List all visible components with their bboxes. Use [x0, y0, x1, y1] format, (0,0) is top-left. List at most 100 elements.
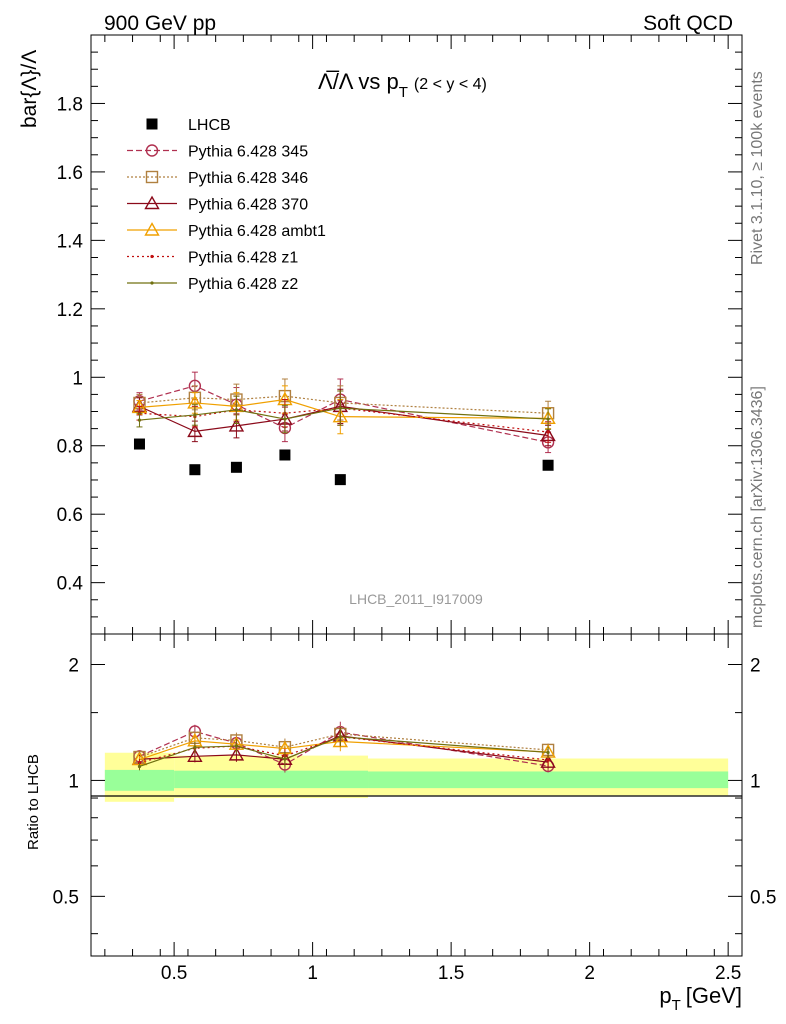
- ratio-line: [139, 736, 549, 768]
- legend-label: Pythia 6.428 346: [188, 170, 308, 187]
- x-tick-label: 0.5: [161, 963, 187, 984]
- series-point: [334, 474, 346, 486]
- x-tick-label: 1: [307, 963, 318, 984]
- ratio-series-6: [137, 727, 550, 771]
- x-axis-label-main: p: [659, 983, 671, 1008]
- series-point: [546, 417, 550, 421]
- main-ticks: 0.4 0.6 0.8 1 1.2 1.4 1.6 1.8: [57, 35, 742, 634]
- ratio-ticks: 0.5 1 1.5 2 2.5 0.5 0.5 1 1 2 2: [53, 634, 776, 984]
- series-line: [139, 398, 549, 419]
- series-line: [139, 405, 549, 437]
- x-tick-label: 2.5: [715, 963, 741, 984]
- legend-label: Pythia 6.428 z2: [188, 276, 298, 293]
- legend: LHCB Pythia 6.428 345 Pythia 6.428 346 Pyth…: [127, 117, 326, 293]
- ratio-point: [338, 735, 342, 739]
- ratio-band-green: [368, 771, 729, 789]
- series-point: [234, 408, 239, 412]
- main-ytick-label: 0.8: [57, 437, 83, 458]
- rivet-label: Rivet 3.1.10, ≥ 100k events: [749, 71, 766, 265]
- ratio-point: [540, 754, 556, 768]
- ratio-ytick-label-right: 2: [750, 655, 761, 676]
- main-ytick-label: 0.4: [57, 574, 84, 595]
- series-point: [137, 418, 142, 422]
- series-point: [283, 417, 287, 421]
- series-point: [546, 430, 550, 434]
- ratio-frame: [90, 633, 743, 957]
- series-point: [193, 413, 197, 417]
- series-point: [279, 449, 291, 461]
- legend-marker: [146, 118, 158, 130]
- series-point: [338, 406, 342, 410]
- legend-marker: [150, 254, 154, 259]
- ratio-ylabel: Ratio to LHCB: [25, 754, 42, 850]
- main-ytick-label: 1.6: [57, 163, 83, 184]
- legend-entry-0: LHCB: [146, 117, 231, 134]
- legend-label: Pythia 6.428 z1: [188, 250, 298, 267]
- ratio-point: [283, 757, 287, 761]
- legend-marker: [145, 144, 159, 157]
- mcplots-label: mcplots.cern.ch [arXiv:1306.3436]: [749, 386, 766, 628]
- ratio-point: [546, 758, 550, 762]
- series-point: [230, 461, 242, 473]
- series-point: [187, 423, 203, 438]
- chart-title-range: (2 < y < 4): [414, 76, 487, 93]
- legend-label: Pythia 6.428 ambt1: [188, 223, 326, 240]
- main-panel: 0.4 0.6 0.8 1 1.2 1.4 1.6 1.8 Λ̅/Λ vs pT (2 < y …: [18, 34, 743, 635]
- series-point: [133, 438, 145, 450]
- ratio-point: [228, 746, 245, 761]
- ratio-ytick-label: 0.5: [53, 887, 79, 908]
- x-tick-label: 1.5: [438, 963, 464, 984]
- ratio-point: [193, 745, 197, 749]
- ratio-line: [139, 733, 549, 758]
- series-point: [542, 459, 554, 471]
- main-ytick-label: 1.8: [57, 94, 83, 115]
- legend-marker: [144, 195, 160, 210]
- analysis-id: LHCB_2011_I917009: [349, 591, 483, 607]
- legend-label: LHCB: [188, 117, 231, 134]
- ratio-ytick-label-right: 1: [750, 771, 761, 792]
- ratio-ytick-label: 2: [68, 655, 79, 676]
- legend-entry-5: Pythia 6.428 z1: [127, 250, 298, 267]
- legend-marker: [145, 170, 159, 184]
- legend-entry-6: Pythia 6.428 z2: [127, 276, 298, 293]
- ratio-point: [332, 733, 349, 748]
- ratio-point: [137, 764, 142, 769]
- ratio-ytick-label-right: 0.5: [750, 887, 776, 908]
- main-ytick-label: 1.2: [57, 300, 83, 321]
- main-ylabel: bar{Λ}/Λ: [18, 50, 41, 128]
- ratio-point: [234, 744, 239, 748]
- ratio-point: [546, 750, 550, 755]
- main-series-1: [133, 371, 555, 454]
- series-point: [189, 464, 201, 476]
- legend-entry-4: Pythia 6.428 ambt1: [127, 222, 326, 240]
- legend-entry-3: Pythia 6.428 370: [127, 195, 308, 214]
- chart-title-sub: T: [399, 84, 408, 101]
- legend-label: Pythia 6.428 370: [188, 197, 308, 214]
- main-ytick-label: 0.6: [57, 505, 83, 526]
- ratio-point: [137, 761, 142, 765]
- x-axis-label-sub: T: [672, 997, 681, 1014]
- header-right: Soft QCD: [643, 12, 733, 35]
- main-series-0: [133, 438, 554, 486]
- series-point: [228, 417, 245, 432]
- main-ytick-label: 1.4: [57, 231, 84, 252]
- ratio-panel: 0.5 1 1.5 2 2.5 0.5 0.5 1 1 2 2 Ratio to LHCB: [25, 633, 776, 984]
- legend-marker: [150, 281, 154, 285]
- ratio-line: [139, 740, 549, 761]
- ratio-ytick-label: 1: [68, 771, 79, 792]
- legend-marker: [144, 222, 160, 236]
- ratio-band-green: [174, 770, 369, 789]
- ratio-point: [187, 748, 203, 763]
- header-left: 900 GeV pp: [104, 12, 216, 35]
- series-line: [139, 385, 549, 443]
- series-line: [139, 395, 549, 414]
- legend-entry-1: Pythia 6.428 345: [127, 144, 308, 161]
- main-ytick-label: 1: [72, 368, 83, 389]
- x-axis-label-unit: [GeV]: [686, 983, 742, 1008]
- ratio-line: [139, 736, 549, 764]
- x-tick-label: 2: [584, 963, 595, 984]
- ratio-bands: [104, 752, 729, 802]
- chart-title: Λ̅/Λ vs pT (2 < y < 4): [318, 69, 487, 101]
- main-series-layer: [131, 371, 556, 486]
